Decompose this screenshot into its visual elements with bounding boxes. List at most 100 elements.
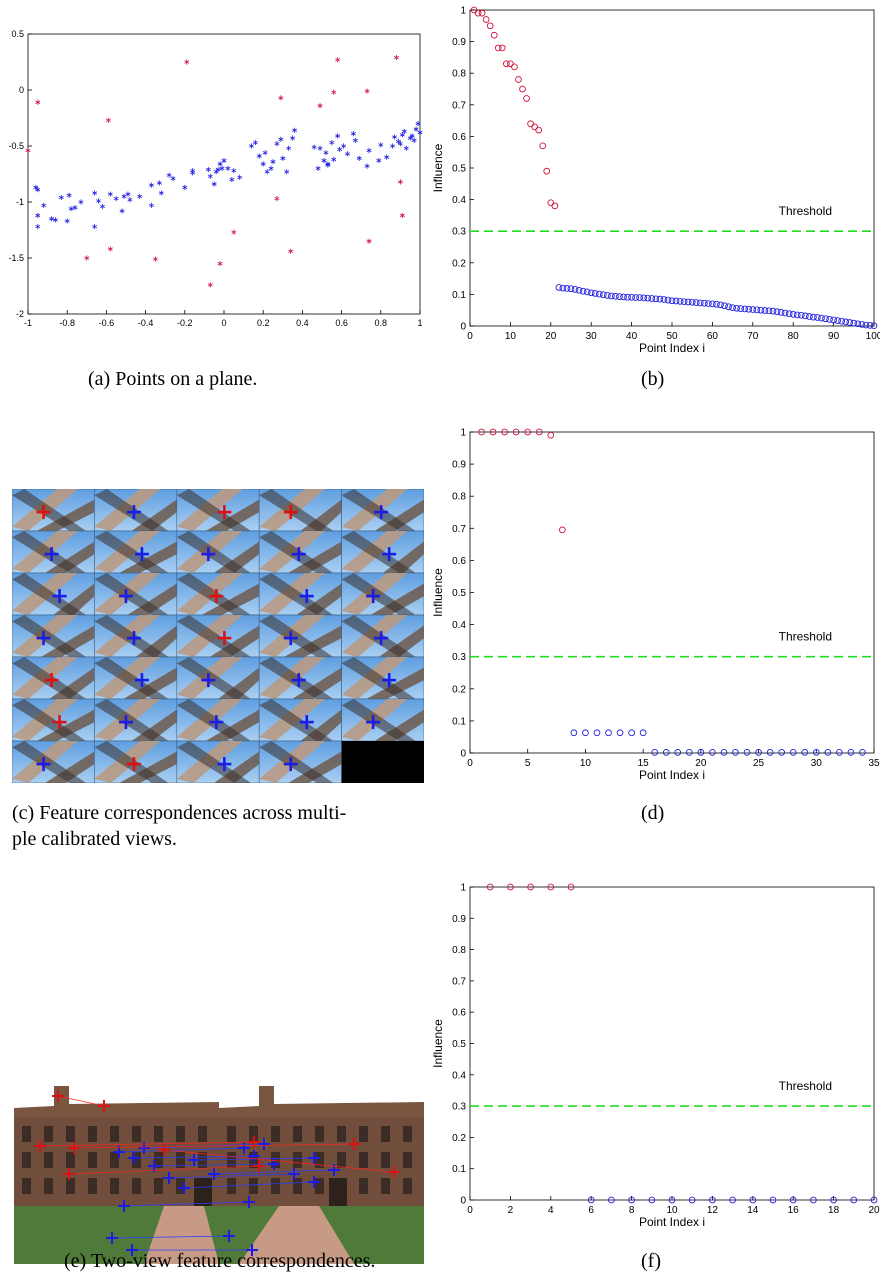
inlier-point xyxy=(743,749,751,756)
inlier-point xyxy=(846,319,854,326)
inlier-point xyxy=(583,288,591,296)
inlier-marker xyxy=(106,1232,118,1244)
inlier-point xyxy=(35,212,41,219)
inlier-point xyxy=(639,729,647,737)
inlier-marker xyxy=(246,1244,258,1256)
inlier-point xyxy=(582,729,589,737)
caption-e: (e) Two-view feature correspondences. xyxy=(64,1250,376,1272)
patch-cell xyxy=(12,530,95,574)
inlier-marker xyxy=(36,631,51,646)
outlier-point xyxy=(317,103,323,109)
outlier-point xyxy=(515,76,522,83)
inlier-point xyxy=(587,289,595,297)
inlier-point xyxy=(575,286,583,294)
inlier-point xyxy=(593,729,601,737)
inlier-correspondence xyxy=(123,1201,250,1207)
patch-cell xyxy=(12,614,95,658)
inlier-point xyxy=(92,224,98,230)
outlier-point xyxy=(527,120,534,128)
inlier-point xyxy=(280,155,286,161)
patch-cell xyxy=(176,740,260,783)
y-axis-label: Influence xyxy=(431,1019,445,1068)
inlier-point xyxy=(96,198,102,204)
inlier-point xyxy=(78,199,84,205)
outlier-point xyxy=(527,883,534,891)
inlier-point xyxy=(409,133,415,139)
inlier-point xyxy=(58,194,64,201)
outlier-point xyxy=(543,167,551,175)
inlier-marker xyxy=(238,1142,250,1154)
inlier-point xyxy=(830,316,837,324)
inlier-point xyxy=(321,157,327,164)
outlier-point xyxy=(482,16,490,23)
patch-cell xyxy=(94,530,178,574)
outlier-point xyxy=(547,199,555,207)
inlier-correspondence xyxy=(111,1235,230,1239)
threshold-label: Threshold xyxy=(779,630,832,644)
inlier-point xyxy=(315,165,321,171)
inlier-point xyxy=(149,182,154,188)
patch-cell xyxy=(176,656,260,700)
inlier-point xyxy=(395,138,401,145)
inlier-point xyxy=(697,749,705,756)
outlier-point xyxy=(512,428,520,436)
inlier-marker xyxy=(126,1244,138,1256)
inlier-point xyxy=(850,319,858,327)
inlier-point xyxy=(411,137,417,143)
inlier-point xyxy=(331,156,337,163)
inlier-point xyxy=(797,311,805,319)
x-tick-label: 30 xyxy=(811,758,823,769)
inlier-point xyxy=(149,202,154,208)
inlier-point xyxy=(842,318,850,326)
x-tick-label: 100 xyxy=(866,331,880,342)
caption-d: (d) xyxy=(641,802,665,824)
inlier-marker xyxy=(283,757,298,772)
inlier-point xyxy=(378,142,384,148)
outlier-point xyxy=(152,256,158,262)
inlier-marker xyxy=(148,1160,160,1172)
y-tick-label: 0 xyxy=(460,749,466,760)
inlier-point xyxy=(399,132,405,138)
inlier-point xyxy=(822,315,829,323)
caption-f: (f) xyxy=(641,1250,661,1272)
outlier-marker xyxy=(34,1140,46,1152)
inlier-point xyxy=(107,191,113,197)
inlier-marker xyxy=(308,1152,320,1164)
y-tick-label: 0.3 xyxy=(452,227,466,238)
x-tick-label: 10 xyxy=(505,331,517,342)
caption-c-line1: (c) Feature correspondences across multi… xyxy=(12,802,347,824)
inlier-point xyxy=(870,1196,878,1204)
inlier-point xyxy=(352,137,358,143)
outlier-point xyxy=(511,63,518,71)
inlier-point xyxy=(720,749,728,756)
y-tick-label: 0.8 xyxy=(452,69,466,80)
inlier-point xyxy=(652,295,660,303)
inlier-point xyxy=(725,303,732,311)
inlier-point xyxy=(789,1196,797,1204)
inlier-point xyxy=(854,320,862,328)
inlier-marker xyxy=(366,589,381,604)
inlier-point xyxy=(859,749,866,756)
inlier-point xyxy=(356,155,362,161)
inlier-point xyxy=(766,749,774,756)
outlier-point xyxy=(335,57,341,63)
y-tick-label: 0.6 xyxy=(452,1008,466,1019)
outlier-correspondence xyxy=(57,1095,105,1107)
axes-box xyxy=(469,886,875,1201)
inlier-point xyxy=(705,300,712,307)
inlier-point xyxy=(781,309,789,317)
outlier-point xyxy=(331,89,337,95)
inlier-point xyxy=(605,729,612,737)
patch-cell xyxy=(176,698,260,742)
inlier-point xyxy=(616,293,623,300)
inlier-point xyxy=(651,749,659,756)
inlier-point xyxy=(680,298,688,306)
inlier-point xyxy=(733,304,740,312)
inlier-point xyxy=(709,300,716,308)
outlier-point xyxy=(478,428,485,436)
outlier-point xyxy=(501,428,508,436)
outlier-point xyxy=(207,282,213,288)
inlier-point xyxy=(570,729,578,737)
inlier-point xyxy=(33,184,39,191)
y-tick-label: 0 xyxy=(460,322,466,333)
